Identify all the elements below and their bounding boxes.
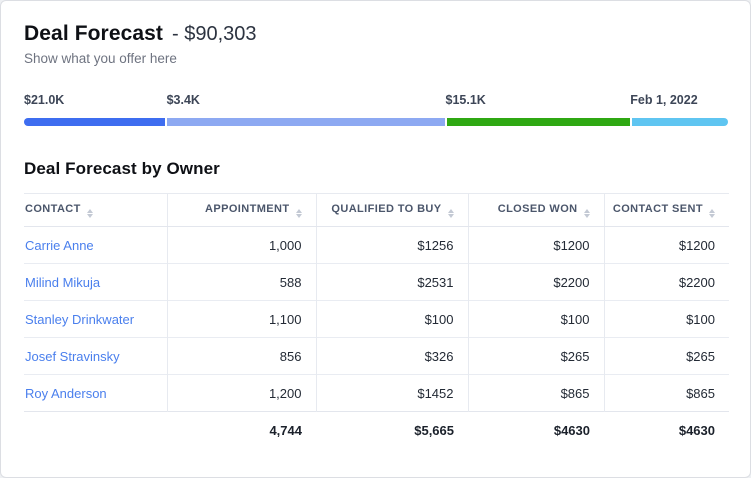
cell-value: $100 (603, 300, 729, 338)
cell-value: $326 (315, 337, 468, 375)
table-header: Contact Appointment Qualified to Buy Closed… (24, 193, 729, 227)
deal-forecast-table: Contact Appointment Qualified to Buy Closed… (24, 193, 729, 449)
contact-link[interactable]: Roy Anderson (25, 385, 107, 401)
progress-segment-label: $21.0K (24, 93, 65, 107)
cell-value: $1200 (467, 226, 604, 264)
column-header-contact[interactable]: Contact (24, 193, 167, 227)
progress-segment (632, 118, 728, 126)
page-subtitle: Show what you offer here (24, 51, 177, 66)
progress-segment (24, 118, 165, 126)
forecast-progress: $21.0K $3.4K $15.1K Feb 1, 2022 (24, 93, 729, 126)
contact-link[interactable]: Stanley Drinkwater (25, 311, 135, 327)
progress-labels: $21.0K $3.4K $15.1K Feb 1, 2022 (24, 93, 727, 108)
sort-icon[interactable] (86, 208, 93, 218)
cell-value: 1,100 (166, 300, 316, 338)
contact-link[interactable]: Carrie Anne (25, 237, 94, 253)
column-header-label: Appointment (205, 202, 290, 215)
cell-value: 588 (166, 263, 316, 301)
cell-value: $2531 (315, 263, 468, 301)
table-header-row: Contact Appointment Qualified to Buy Closed… (24, 193, 729, 227)
sort-icon[interactable] (447, 208, 454, 218)
sort-icon[interactable] (709, 208, 715, 218)
cell-value: 1,200 (166, 374, 316, 412)
table-row: Josef Stravinsky 856 $326 $265 $265 (24, 337, 729, 375)
contact-link[interactable]: Josef Stravinsky (25, 348, 120, 364)
forecast-total-amount: - $90,303 (172, 23, 257, 45)
card-header: Deal Forecast - $90,303 (24, 22, 727, 46)
progress-segment-label: Feb 1, 2022 (630, 93, 698, 107)
cell-value: 856 (166, 337, 316, 375)
sort-icon[interactable] (295, 208, 302, 218)
progress-segment-label: $3.4K (166, 93, 200, 107)
column-header-qualified-to-buy[interactable]: Qualified to Buy (315, 193, 468, 227)
cell-value: $2200 (603, 263, 729, 301)
total-value: $5,665 (316, 411, 468, 449)
column-header-label: Closed Won (497, 202, 578, 215)
table-footer: 4,744 $5,665 $4630 $4630 (24, 411, 729, 449)
contact-link[interactable]: Milind Mikuja (25, 274, 101, 290)
cell-value: $1256 (315, 226, 468, 264)
table-body: Carrie Anne 1,000 $1256 $1200 $1200 Milind Mi… (24, 226, 729, 412)
cell-value: $265 (467, 337, 604, 375)
progress-segment (446, 118, 631, 126)
totals-empty-cell (24, 411, 167, 449)
cell-value: $265 (603, 337, 729, 375)
totals-row: 4,744 $5,665 $4630 $4630 (24, 411, 729, 449)
table-row: Milind Mikuja 588 $2531 $2200 $2200 (24, 263, 729, 301)
column-header-label: Contact Sent (612, 202, 703, 215)
sort-icon[interactable] (583, 208, 590, 218)
table-row: Stanley Drinkwater 1,100 $100 $100 $100 (24, 300, 729, 338)
cell-value: $1452 (315, 374, 468, 412)
cell-value: 1,000 (166, 226, 316, 264)
table-row: Roy Anderson 1,200 $1452 $865 $865 (24, 374, 729, 412)
progress-segment (167, 118, 445, 126)
page-title: Deal Forecast (24, 22, 164, 45)
table-row: Carrie Anne 1,000 $1256 $1200 $1200 (24, 226, 729, 264)
progress-segment-label: $15.1K (445, 93, 486, 107)
column-header-closed-won[interactable]: Closed Won (467, 193, 604, 227)
cell-value: $2200 (467, 263, 604, 301)
column-header-label: Contact (25, 202, 81, 215)
column-header-contact-sent[interactable]: Contact Sent (603, 193, 729, 227)
cell-value: $100 (467, 300, 604, 338)
total-value: $4630 (468, 411, 604, 449)
column-header-appointment[interactable]: Appointment (166, 193, 316, 227)
cell-value: $865 (467, 374, 604, 412)
cell-value: $100 (315, 300, 468, 338)
progress-bar (24, 118, 729, 126)
cell-value: $1200 (603, 226, 729, 264)
cell-value: $865 (603, 374, 729, 412)
total-value: 4,744 (167, 411, 316, 449)
total-value: $4630 (604, 411, 729, 449)
column-header-label: Qualified to Buy (331, 202, 442, 215)
section-title: Deal Forecast by Owner (24, 159, 220, 178)
